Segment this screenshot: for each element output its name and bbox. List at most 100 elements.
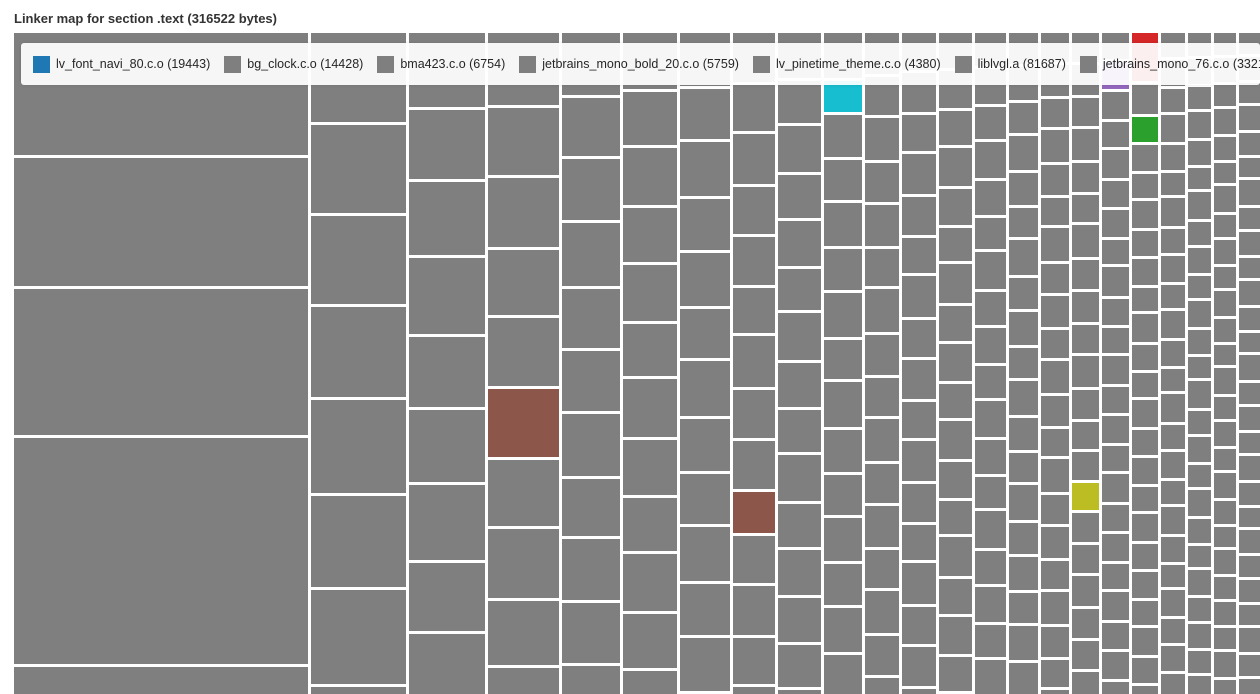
treemap-cell[interactable] bbox=[865, 464, 899, 503]
treemap-cell[interactable] bbox=[778, 175, 821, 218]
treemap-cell[interactable] bbox=[1009, 418, 1038, 450]
treemap-cell[interactable] bbox=[1188, 624, 1211, 648]
treemap-cell[interactable] bbox=[409, 563, 485, 631]
treemap-cell[interactable] bbox=[1161, 507, 1185, 534]
treemap-cell[interactable] bbox=[1161, 674, 1185, 694]
treemap-cell[interactable] bbox=[1132, 430, 1158, 455]
treemap-cell[interactable] bbox=[865, 591, 899, 633]
treemap-cell[interactable] bbox=[623, 265, 677, 321]
treemap-cell[interactable] bbox=[1132, 544, 1158, 569]
treemap-cell[interactable] bbox=[1132, 117, 1158, 142]
treemap-cell[interactable] bbox=[975, 252, 1006, 289]
treemap-cell[interactable] bbox=[1188, 411, 1211, 434]
treemap-cell[interactable] bbox=[1102, 356, 1129, 384]
treemap-cell[interactable] bbox=[488, 318, 559, 386]
treemap-cell[interactable] bbox=[939, 657, 972, 691]
treemap-cell[interactable] bbox=[975, 587, 1006, 622]
treemap-cell[interactable] bbox=[865, 335, 899, 375]
treemap-cell[interactable] bbox=[623, 324, 677, 376]
treemap-cell[interactable] bbox=[1132, 572, 1158, 598]
treemap-cell[interactable] bbox=[1132, 458, 1158, 484]
treemap-cell[interactable] bbox=[562, 289, 620, 348]
treemap-cell[interactable] bbox=[1188, 141, 1211, 165]
treemap-cell[interactable] bbox=[562, 223, 620, 286]
treemap-cell[interactable] bbox=[14, 158, 308, 286]
treemap-cell[interactable] bbox=[1161, 229, 1185, 253]
treemap-cell[interactable] bbox=[1161, 89, 1185, 112]
treemap-cell[interactable] bbox=[1041, 361, 1069, 393]
treemap-cell[interactable] bbox=[1072, 163, 1099, 192]
treemap-cell[interactable] bbox=[1214, 577, 1236, 599]
treemap-cell[interactable] bbox=[311, 687, 406, 694]
treemap-cell[interactable] bbox=[14, 289, 308, 435]
treemap-cell[interactable] bbox=[1102, 299, 1129, 325]
treemap-cell[interactable] bbox=[1072, 609, 1099, 638]
treemap-cell[interactable] bbox=[1072, 129, 1099, 160]
treemap-cell[interactable] bbox=[1161, 341, 1185, 366]
treemap-cell[interactable] bbox=[975, 477, 1006, 508]
treemap-cell[interactable] bbox=[1102, 387, 1129, 413]
treemap-cell[interactable] bbox=[733, 85, 775, 131]
treemap-cell[interactable] bbox=[733, 237, 775, 285]
treemap-cell[interactable] bbox=[778, 690, 821, 694]
treemap-cell[interactable] bbox=[824, 518, 862, 561]
treemap-cell[interactable] bbox=[311, 125, 406, 213]
treemap-cell[interactable] bbox=[733, 536, 775, 583]
treemap-cell[interactable] bbox=[1188, 519, 1211, 543]
treemap-cell[interactable] bbox=[939, 462, 972, 498]
treemap-cell[interactable] bbox=[1009, 173, 1038, 205]
treemap-cell[interactable] bbox=[1188, 676, 1211, 694]
treemap-cell[interactable] bbox=[778, 313, 821, 360]
treemap-cell[interactable] bbox=[1239, 580, 1260, 602]
treemap-cell[interactable] bbox=[975, 328, 1006, 363]
treemap-cell[interactable] bbox=[778, 645, 821, 687]
treemap-cell[interactable] bbox=[902, 238, 936, 273]
treemap-cell[interactable] bbox=[680, 199, 730, 250]
treemap-cell[interactable] bbox=[1132, 145, 1158, 171]
treemap-cell[interactable] bbox=[623, 671, 677, 694]
treemap-cell[interactable] bbox=[778, 81, 821, 123]
treemap-cell[interactable] bbox=[865, 163, 899, 202]
treemap-cell[interactable] bbox=[1239, 158, 1260, 177]
treemap-cell[interactable] bbox=[865, 289, 899, 332]
treemap-cell[interactable] bbox=[1041, 690, 1069, 694]
treemap-cell[interactable] bbox=[680, 89, 730, 139]
treemap-cell[interactable] bbox=[1072, 545, 1099, 573]
treemap-cell[interactable] bbox=[1161, 115, 1185, 142]
treemap-cell[interactable] bbox=[1214, 368, 1236, 394]
treemap-cell[interactable] bbox=[939, 306, 972, 341]
treemap-cell[interactable] bbox=[1009, 278, 1038, 309]
treemap-cell[interactable] bbox=[1041, 396, 1069, 426]
treemap-cell[interactable] bbox=[1188, 222, 1211, 245]
treemap-cell[interactable] bbox=[488, 250, 559, 315]
treemap-cell[interactable] bbox=[488, 668, 559, 694]
treemap-cell[interactable] bbox=[1188, 87, 1211, 109]
treemap-cell[interactable] bbox=[1072, 576, 1099, 606]
treemap-cell[interactable] bbox=[680, 309, 730, 358]
treemap-cell[interactable] bbox=[733, 336, 775, 387]
treemap-cell[interactable] bbox=[1161, 590, 1185, 616]
treemap-cell[interactable] bbox=[1102, 623, 1129, 649]
treemap-cell[interactable] bbox=[311, 307, 406, 397]
treemap-cell[interactable] bbox=[1188, 490, 1211, 516]
treemap-cell[interactable] bbox=[824, 81, 862, 112]
treemap-cell[interactable] bbox=[1072, 513, 1099, 542]
treemap-cell[interactable] bbox=[975, 107, 1006, 139]
treemap-cell[interactable] bbox=[1132, 686, 1158, 694]
treemap-cell[interactable] bbox=[1009, 593, 1038, 623]
treemap-cell[interactable] bbox=[1132, 259, 1158, 285]
treemap-cell[interactable] bbox=[409, 182, 485, 255]
treemap-cell[interactable] bbox=[1072, 483, 1099, 510]
treemap-cell[interactable] bbox=[1214, 291, 1236, 316]
treemap-cell[interactable] bbox=[778, 504, 821, 547]
treemap-cell[interactable] bbox=[733, 441, 775, 489]
treemap-cell[interactable] bbox=[1009, 485, 1038, 520]
treemap-cell[interactable] bbox=[623, 440, 677, 495]
treemap-cell[interactable] bbox=[623, 148, 677, 205]
treemap-cell[interactable] bbox=[824, 608, 862, 652]
treemap-cell[interactable] bbox=[562, 351, 620, 411]
treemap-cell[interactable] bbox=[824, 340, 862, 379]
treemap-cell[interactable] bbox=[1239, 308, 1260, 330]
treemap-cell[interactable] bbox=[865, 249, 899, 286]
treemap-cell[interactable] bbox=[562, 414, 620, 476]
